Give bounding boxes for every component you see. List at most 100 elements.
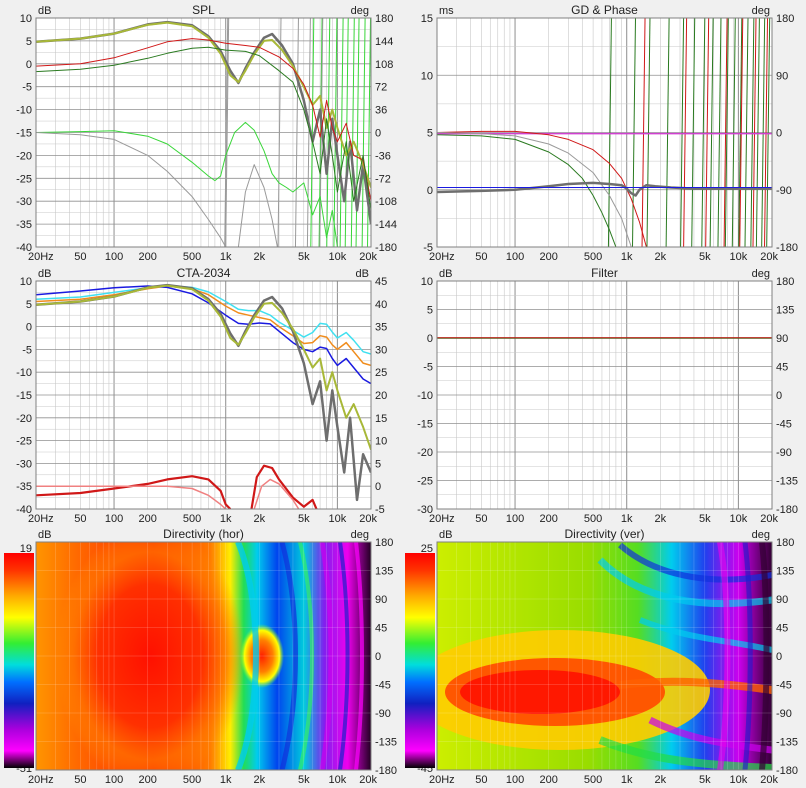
y-tick-label: 0 — [26, 322, 32, 334]
y2-tick-label: 135 — [776, 305, 794, 317]
y2-tick-label: 20 — [375, 390, 387, 402]
series-line — [36, 475, 232, 509]
series-line — [36, 46, 371, 211]
x-tick-label: 100 — [105, 513, 123, 525]
left-unit: dB — [38, 5, 51, 17]
chart-title: Filter — [591, 266, 618, 280]
plot-frame — [436, 280, 773, 510]
heatmap-grid — [35, 541, 372, 771]
x-tick-label: 10k — [329, 774, 347, 786]
x-tick-label: 1k — [621, 513, 633, 525]
phase-wrap-line — [680, 18, 685, 247]
series-line — [36, 21, 371, 188]
x-tick-label: 100 — [105, 251, 123, 263]
y-tick-label: -25 — [16, 173, 32, 185]
phase-wrap-line — [738, 18, 743, 247]
y2-tick-label: 90 — [776, 594, 788, 606]
y-tick-label: 5 — [427, 128, 433, 140]
plot-frame — [35, 280, 372, 510]
phase-wrap-line — [607, 18, 612, 247]
x-tick-label: 20Hz — [429, 251, 455, 263]
plot-frame — [35, 17, 372, 248]
y2-tick-label: 10 — [375, 436, 387, 448]
y2-tick-label: -180 — [776, 242, 798, 254]
x-tick-label: 100 — [506, 251, 524, 263]
y2-tick-label: 15 — [375, 413, 387, 425]
panel-filter: 1050-5-10-15-20-25-3018013590450-45-90-1… — [417, 266, 798, 525]
x-tick-label: 20k — [359, 251, 377, 263]
y-tick-label: -20 — [16, 413, 32, 425]
x-tick-label: 100 — [105, 774, 123, 786]
series-line — [36, 132, 227, 247]
x-tick-label: 5k — [699, 774, 711, 786]
y-tick-label: -25 — [417, 476, 433, 488]
series-group — [437, 18, 772, 247]
y-tick-label: 19 — [20, 543, 32, 555]
chart-title: CTA-2034 — [177, 266, 231, 280]
series-line — [237, 164, 278, 247]
y-tick-label: 10 — [421, 276, 433, 288]
y2-tick-label: 0 — [375, 651, 381, 663]
series-line — [36, 485, 227, 509]
x-tick-label: 20Hz — [429, 774, 455, 786]
x-tick-label: 2k — [254, 513, 266, 525]
series-group — [36, 283, 371, 509]
x-tick-label: 2k — [254, 774, 266, 786]
phase-wrap-line — [752, 18, 757, 247]
y2-tick-label: 45 — [776, 362, 788, 374]
y2-tick-label: -180 — [776, 765, 798, 777]
y2-tick-label: 30 — [375, 344, 387, 356]
phase-wrap-line — [724, 18, 729, 247]
y2-tick-label: 0 — [776, 128, 782, 140]
x-tick-label: 1k — [220, 774, 232, 786]
plot-frame — [436, 17, 773, 248]
y2-tick-label: -135 — [375, 737, 397, 749]
x-tick-label: 10k — [730, 513, 748, 525]
x-tick-label: 50 — [74, 774, 86, 786]
phase-wrap-line — [750, 18, 755, 247]
x-tick-label: 500 — [584, 513, 602, 525]
y2-tick-label: -45 — [776, 680, 792, 692]
y-tick-label: -35 — [16, 219, 32, 231]
y2-tick-label: 35 — [375, 322, 387, 334]
y2-tick-label: -144 — [375, 219, 397, 231]
phase-wrap-line — [701, 18, 706, 247]
x-tick-label: 20k — [359, 513, 377, 525]
right-unit: deg — [752, 5, 770, 17]
y2-tick-label: 25 — [375, 367, 387, 379]
y2-tick-label: 0 — [375, 128, 381, 140]
chart-title: SPL — [192, 3, 215, 17]
chart-title: Directivity (ver) — [565, 527, 645, 541]
x-tick-label: 100 — [506, 774, 524, 786]
plot-frame — [35, 541, 372, 771]
x-tick-label: 50 — [475, 774, 487, 786]
y2-tick-label: 135 — [776, 566, 794, 578]
phase-wrap-line — [705, 18, 710, 247]
y2-tick-label: 180 — [375, 537, 393, 549]
x-tick-label: 500 — [183, 774, 201, 786]
y2-tick-label: -5 — [375, 504, 385, 516]
phase-wrap-line — [224, 18, 229, 247]
x-tick-label: 5k — [298, 251, 310, 263]
y2-tick-label: 108 — [375, 59, 393, 71]
right-unit: deg — [351, 529, 369, 541]
x-tick-label: 50 — [475, 513, 487, 525]
y2-tick-label: 72 — [375, 82, 387, 94]
series-line — [437, 130, 647, 247]
y-tick-label: -40 — [16, 242, 32, 254]
y-tick-label: -40 — [16, 504, 32, 516]
phase-wrap-line — [764, 18, 769, 247]
y2-tick-label: 45 — [776, 623, 788, 635]
x-tick-label: 20k — [760, 774, 778, 786]
y2-tick-label: -90 — [776, 185, 792, 197]
y-tick-label: -20 — [417, 447, 433, 459]
x-tick-label: 10k — [730, 774, 748, 786]
y-tick-label: -5 — [22, 82, 32, 94]
y2-tick-label: -135 — [776, 476, 798, 488]
x-tick-label: 50 — [74, 251, 86, 263]
x-tick-label: 50 — [74, 513, 86, 525]
series-line — [36, 284, 371, 451]
phase-wrap-line — [344, 18, 349, 247]
y-tick-label: 15 — [421, 13, 433, 25]
